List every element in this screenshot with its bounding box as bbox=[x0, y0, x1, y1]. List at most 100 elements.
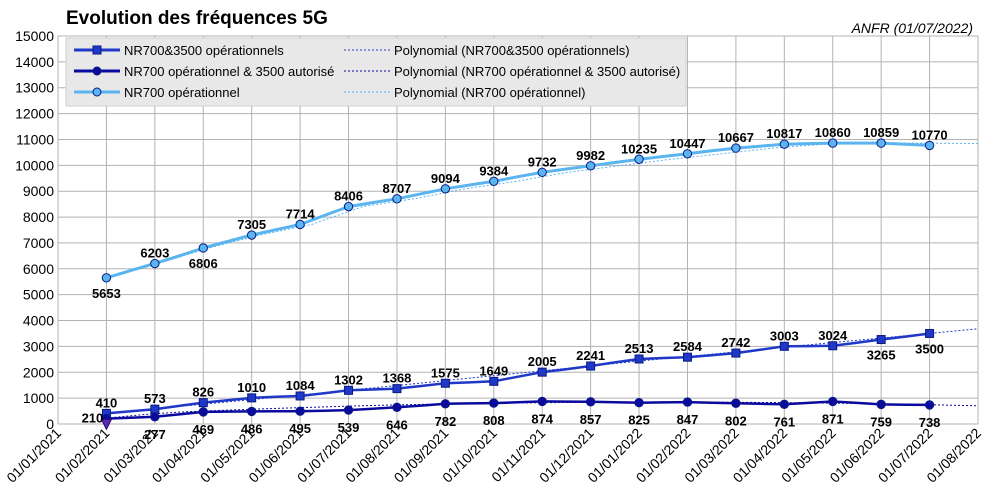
series-point bbox=[101, 273, 112, 283]
data-label: 10817 bbox=[766, 126, 802, 141]
data-label: 3003 bbox=[770, 328, 799, 343]
data-label: 808 bbox=[483, 413, 505, 428]
chart-source: ANFR (01/07/2022) bbox=[851, 20, 973, 36]
series-point bbox=[247, 393, 257, 403]
y-tick-label: 2000 bbox=[23, 364, 54, 380]
series-point bbox=[295, 406, 305, 416]
legend: NR700&3500 opérationnels NR700 opérationn… bbox=[65, 37, 687, 107]
data-label: 8707 bbox=[382, 181, 411, 196]
legend-label: Polynomial (NR700 opérationnel & 3500 au… bbox=[394, 64, 680, 79]
data-label: 8406 bbox=[334, 189, 363, 204]
data-label: 539 bbox=[338, 420, 360, 435]
series-point bbox=[392, 384, 402, 394]
data-label: 825 bbox=[628, 413, 650, 428]
data-label: 10860 bbox=[815, 125, 851, 140]
series-point bbox=[682, 149, 693, 159]
data-label: 6203 bbox=[140, 246, 169, 261]
series-point bbox=[924, 140, 935, 151]
data-label: 3265 bbox=[867, 348, 896, 363]
legend-label: Polynomial (NR700&3500 opérationnels) bbox=[394, 43, 630, 58]
series-point bbox=[440, 399, 451, 409]
data-label: 10859 bbox=[863, 125, 899, 140]
data-label: 10770 bbox=[912, 127, 948, 142]
series-point bbox=[344, 385, 354, 395]
data-label: 646 bbox=[386, 417, 408, 432]
data-label: 10447 bbox=[669, 136, 705, 151]
data-label: 1575 bbox=[431, 365, 460, 380]
data-label: 1649 bbox=[479, 363, 508, 378]
legend-marker bbox=[92, 66, 102, 76]
y-tick-label: 3000 bbox=[23, 338, 54, 354]
series-point bbox=[828, 138, 838, 148]
data-label: 9094 bbox=[431, 171, 461, 186]
data-label: 486 bbox=[241, 421, 263, 436]
series-point bbox=[779, 139, 790, 149]
series-point bbox=[198, 243, 208, 253]
data-label: 9732 bbox=[528, 154, 557, 169]
data-label: 10667 bbox=[718, 130, 754, 145]
y-tick-label: 9000 bbox=[23, 183, 54, 199]
series-point bbox=[876, 399, 886, 410]
y-tick-label: 1000 bbox=[23, 390, 54, 406]
data-label: 210 bbox=[82, 411, 104, 426]
series-line bbox=[105, 141, 930, 280]
series-point bbox=[828, 396, 838, 407]
data-label: 1302 bbox=[334, 372, 363, 387]
series-point bbox=[198, 398, 208, 408]
data-label: 871 bbox=[822, 411, 844, 426]
series-point bbox=[876, 138, 886, 148]
series-line bbox=[106, 400, 930, 420]
series-point bbox=[924, 400, 935, 410]
data-label: 277 bbox=[144, 427, 166, 442]
series-point bbox=[489, 376, 499, 386]
y-tick-label: 13000 bbox=[15, 80, 54, 96]
series-point bbox=[295, 219, 305, 230]
y-tick-label: 5000 bbox=[23, 287, 54, 303]
data-label: 738 bbox=[919, 415, 941, 430]
series-point bbox=[731, 398, 741, 408]
series-point bbox=[150, 412, 160, 422]
y-tick-label: 12000 bbox=[15, 106, 54, 122]
series-point bbox=[295, 391, 305, 401]
data-label: 874 bbox=[531, 411, 553, 426]
series-start-marker bbox=[100, 418, 113, 431]
series-point bbox=[537, 367, 547, 377]
chart-title: Evolution des fréquences 5G bbox=[66, 8, 328, 29]
series-point bbox=[731, 143, 741, 153]
data-label: 759 bbox=[870, 414, 892, 429]
data-label: 3024 bbox=[818, 328, 848, 343]
series-point bbox=[634, 154, 644, 164]
y-tick-label: 7000 bbox=[23, 235, 54, 251]
series-point bbox=[343, 201, 354, 212]
series-point bbox=[585, 161, 596, 171]
y-tick-label: 14000 bbox=[15, 54, 54, 70]
series-point bbox=[246, 230, 257, 240]
series-line bbox=[106, 332, 930, 415]
legend-marker bbox=[92, 45, 102, 55]
series-point bbox=[876, 335, 886, 345]
series-point bbox=[537, 167, 547, 177]
data-label: 847 bbox=[677, 412, 699, 427]
series bbox=[100, 138, 935, 431]
series-point bbox=[634, 354, 644, 364]
data-label: 10235 bbox=[621, 141, 657, 156]
data-label: 2742 bbox=[721, 335, 750, 350]
data-label: 495 bbox=[289, 421, 311, 436]
series-point bbox=[634, 397, 644, 408]
data-label: 2513 bbox=[625, 341, 654, 356]
data-label: 1084 bbox=[286, 378, 316, 393]
series-point bbox=[682, 397, 693, 407]
series-point bbox=[779, 341, 789, 351]
data-label: 761 bbox=[773, 414, 795, 429]
series-point bbox=[440, 184, 451, 194]
series-point bbox=[925, 328, 935, 338]
y-tick-label: 11000 bbox=[16, 131, 54, 147]
series-point bbox=[731, 348, 741, 358]
data-label: 1368 bbox=[382, 371, 411, 386]
data-label: 5653 bbox=[92, 286, 121, 301]
y-tick-label: 15000 bbox=[15, 28, 54, 44]
legend-label: Polynomial (NR700 opérationnel) bbox=[394, 85, 586, 100]
data-label: 7714 bbox=[286, 206, 316, 221]
data-label: 2584 bbox=[673, 339, 703, 354]
